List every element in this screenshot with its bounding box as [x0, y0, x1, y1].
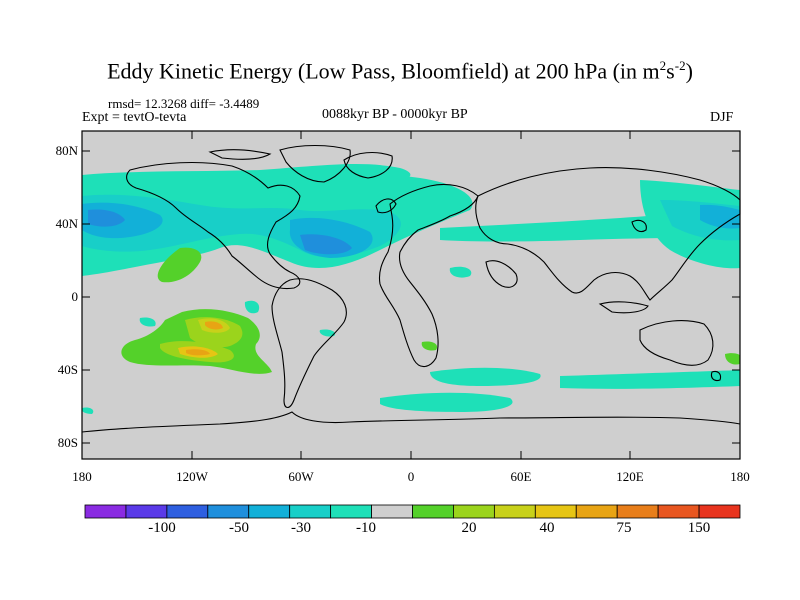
colorbar-swatch — [616, 504, 659, 519]
colorbar-label: 150 — [687, 520, 711, 536]
colorbar-label: -10 — [356, 520, 376, 536]
map-title: Eddy Kinetic Energy (Low Pass, Bloomfiel… — [107, 58, 693, 84]
coastlines — [81, 145, 741, 433]
colorbar-swatch — [371, 504, 413, 519]
colorbar-swatch — [84, 504, 127, 519]
lon-label-180w: 180 — [72, 469, 92, 484]
eddy-energy-contours — [82, 164, 740, 414]
colorbar — [84, 504, 741, 519]
colorbar-swatch — [289, 504, 332, 519]
colorbar-swatch — [534, 504, 577, 519]
colorbar-swatch — [493, 504, 536, 519]
lon-label-60e: 60E — [510, 469, 532, 484]
lat-label-40n: 40N — [55, 216, 78, 231]
colorbar-label: -50 — [229, 520, 249, 536]
colorbar-swatch — [698, 504, 741, 519]
stats-label: rmsd= 12.3268 diff= -3.4489 — [108, 96, 260, 111]
lat-tick-marks — [82, 150, 740, 444]
experiment-label: Expt = tevtO-tevta — [82, 110, 187, 125]
lon-label-120e: 120E — [616, 469, 644, 484]
colorbar-swatch — [330, 504, 372, 519]
season-label: DJF — [710, 110, 734, 125]
colorbar-swatch — [248, 504, 291, 519]
colorbar-swatch — [412, 504, 454, 519]
lat-label-eq: 0 — [71, 289, 79, 304]
colorbar-label: -100 — [148, 520, 176, 536]
colorbar-swatch — [657, 504, 700, 519]
lon-label-180e: 180 — [730, 469, 750, 484]
colorbar-swatch — [166, 504, 209, 519]
colorbar-swatch — [125, 504, 168, 519]
lon-tick-marks — [81, 131, 741, 459]
colorbar-swatch — [575, 504, 618, 519]
lat-label-40s: 40S — [57, 362, 78, 377]
lat-label-80n: 80N — [55, 143, 78, 158]
colorbar-label: 75 — [616, 520, 632, 536]
period-label: 0088kyr BP - 0000kyr BP — [322, 107, 468, 122]
lon-label-60w: 60W — [288, 469, 314, 484]
colorbar-label: 20 — [461, 520, 477, 536]
colorbar-swatch — [207, 504, 250, 519]
colorbar-label: -30 — [291, 520, 311, 536]
lon-label-120w: 120W — [176, 469, 208, 484]
lon-label-0: 0 — [407, 469, 415, 484]
lat-label-80s: 80S — [57, 435, 78, 450]
colorbar-label: 40 — [539, 520, 555, 536]
colorbar-swatch — [453, 504, 495, 519]
